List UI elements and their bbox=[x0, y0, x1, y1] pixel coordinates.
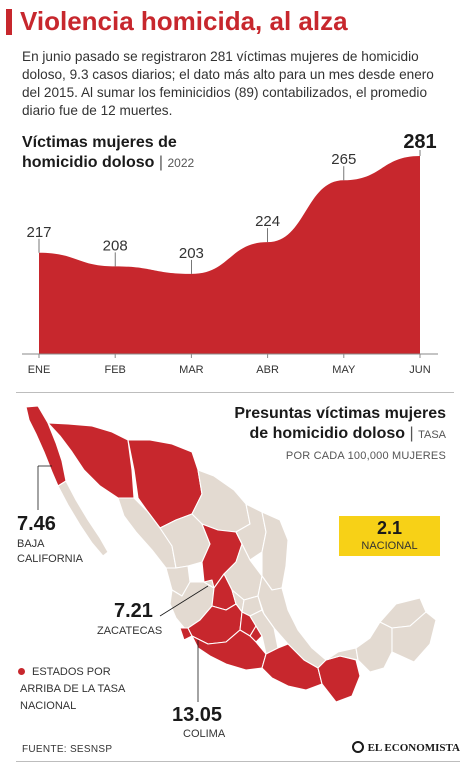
brand-logo: EL ECONOMISTA bbox=[351, 741, 460, 754]
x-tick-label: JUN bbox=[409, 364, 430, 376]
area-chart: ENE 217 FEB 208 MAR 203 ABR 224 MAY 265 JUN 281 bbox=[22, 131, 438, 376]
mexico-states bbox=[25, 405, 437, 703]
callout-colima-value: 13.05 bbox=[172, 704, 223, 726]
brand-name: EL ECONOMISTA bbox=[367, 742, 460, 754]
x-tick-label: ENE bbox=[28, 364, 51, 376]
legend-dot-icon bbox=[18, 668, 25, 675]
chart-title-line2: homicidio doloso bbox=[22, 154, 155, 171]
state-chiapas bbox=[317, 655, 361, 703]
callout-baja-california-value: 7.46 bbox=[17, 513, 56, 535]
state-quintana-roo bbox=[391, 611, 437, 663]
x-tick-label: MAY bbox=[332, 364, 356, 376]
data-label: 203 bbox=[179, 245, 204, 262]
page-title: Violencia homicida, al alza bbox=[20, 6, 348, 36]
data-label: 217 bbox=[26, 224, 51, 241]
chart-title-line1: Víctimas mujeres de bbox=[22, 134, 177, 151]
data-label: 265 bbox=[331, 151, 356, 168]
national-rate-box: 2.1 NACIONAL bbox=[339, 516, 440, 556]
data-label: 281 bbox=[403, 131, 436, 153]
title-accent-bar bbox=[6, 9, 12, 35]
chart-title: Víctimas mujeres de homicidio doloso | 2… bbox=[22, 133, 194, 173]
x-tick-label: FEB bbox=[104, 364, 125, 376]
state-baja-california-sur bbox=[57, 480, 109, 557]
leader-line-zacatecas bbox=[159, 585, 209, 617]
state-baja-california bbox=[25, 405, 67, 487]
x-tick-label: MAR bbox=[179, 364, 204, 376]
chart-subtitle: 2022 bbox=[167, 156, 195, 170]
data-label: 208 bbox=[103, 237, 128, 254]
area-series bbox=[39, 156, 420, 354]
map-title: Presuntas víctimas mujeres de homicidio … bbox=[234, 404, 446, 466]
source-note: FUENTE: SESNSP bbox=[22, 744, 113, 755]
map-unit-line1: TASA bbox=[418, 429, 446, 441]
national-rate-label: NACIONAL bbox=[361, 540, 418, 552]
intro-text: En junio pasado se registraron 281 vícti… bbox=[22, 49, 434, 118]
callout-zacatecas-value: 7.21 bbox=[114, 600, 153, 622]
section-divider bbox=[16, 392, 454, 393]
map-title-separator: | bbox=[409, 425, 414, 442]
map-legend: ESTADOS POR ARRIBA DE LA TASA NACIONAL bbox=[18, 664, 128, 715]
state-aguascalientes bbox=[203, 579, 215, 589]
callout-zacatecas-label: ZACATECAS bbox=[97, 625, 163, 637]
state-campeche bbox=[355, 621, 393, 673]
map-unit-line2: POR CADA 100,000 MUJERES bbox=[285, 450, 446, 462]
brand-icon bbox=[351, 741, 364, 753]
map-title-line2: de homicidio doloso bbox=[249, 425, 406, 442]
callout-baja-california-label-line2: CALIFORNIA bbox=[17, 553, 84, 565]
national-rate-value: 2.1 bbox=[376, 518, 403, 538]
callout-baja-california-label-line1: BAJA bbox=[17, 538, 45, 550]
state-tamaulipas bbox=[261, 511, 289, 591]
legend-text: ESTADOS POR ARRIBA DE LA TASA NACIONAL bbox=[20, 666, 125, 712]
callout-colima-label: COLIMA bbox=[183, 728, 226, 740]
map-title-line1: Presuntas víctimas mujeres bbox=[234, 405, 446, 422]
callout-baja-california-label: BAJA CALIFORNIA bbox=[17, 537, 83, 567]
x-tick-label: ABR bbox=[256, 364, 279, 376]
data-label: 224 bbox=[255, 213, 280, 230]
bottom-rule bbox=[16, 761, 460, 762]
chart-title-separator: | bbox=[158, 154, 164, 171]
